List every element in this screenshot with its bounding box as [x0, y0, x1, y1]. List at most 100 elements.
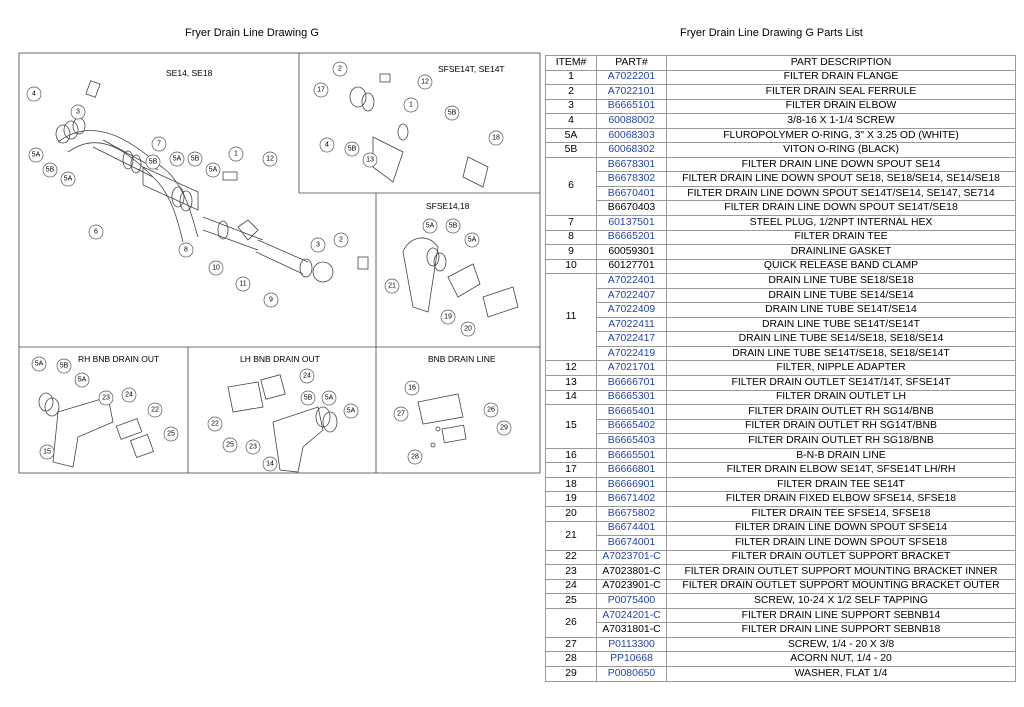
callout-number: 25: [167, 431, 175, 438]
parts-list-table: ITEM# PART# PART DESCRIPTION 1 A7022201 FI…: [545, 55, 1016, 682]
item-number: 5B: [545, 142, 597, 158]
item-number: 5A: [545, 127, 597, 144]
table-row: 22 A7023701-C FILTER DRAIN OUTLET SUPPORT …: [545, 549, 1016, 566]
item-number: 6: [545, 156, 597, 217]
callout-number: 5B: [304, 395, 313, 402]
callout-se14-0: 4: [26, 86, 42, 102]
item-number: 26: [545, 607, 597, 638]
callout-number: 5B: [191, 156, 200, 163]
part-number: A7022411: [596, 316, 667, 333]
callout-number: 5A: [78, 377, 87, 384]
table-row: A7022419 DRAIN LINE TUBE SE14T/SE18, SE18…: [546, 345, 1016, 362]
table-row: A7022417 DRAIN LINE TUBE SE14/SE18, SE18/…: [546, 331, 1016, 347]
part-number: B6678302: [596, 171, 667, 187]
panel-label-sfse1418: SFSE14,18: [426, 201, 470, 211]
table-row: 27 P0113300 SCREW, 1/4 - 20 X 3/8: [545, 636, 1016, 653]
part-description: FILTER DRAIN LINE DOWN SPOUT SFSE14: [666, 520, 1016, 537]
part-description: FILTER DRAIN LINE DOWN SPOUT SE14T/SE18: [666, 200, 1016, 217]
part-number: B6665403: [596, 433, 667, 449]
item-number: 20: [545, 505, 597, 522]
part-number: B6670401: [596, 185, 667, 202]
part-number: B6671402: [596, 491, 667, 507]
part-number: A7023701-C: [596, 549, 667, 566]
item-number: 2: [545, 84, 597, 100]
part-description: FILTER DRAIN OUTLET SUPPORT MOUNTING BRA…: [666, 564, 1016, 580]
item-number: 10: [545, 258, 597, 275]
callout-bnb-4: 28: [407, 449, 423, 465]
callout-number: 1: [234, 151, 238, 158]
callout-number: 5A: [173, 156, 182, 163]
rh-bnb-assembly-sketch: [38, 392, 155, 468]
callout-number: 25: [226, 442, 234, 449]
table-row: B6670403 FILTER DRAIN LINE DOWN SPOUT SE1…: [546, 200, 1016, 217]
part-number: B6666701: [596, 375, 667, 391]
item-number: 16: [545, 447, 597, 464]
callout-number: 26: [487, 407, 495, 414]
part-number: 60068303: [596, 127, 667, 144]
table-row: 25 P0075400 SCREW, 10-24 X 1/2 SELF TAPPIN…: [545, 593, 1016, 609]
item-number: 18: [545, 476, 597, 493]
callout-number: 5A: [468, 237, 477, 244]
callout-se14-6: 5B: [145, 154, 161, 170]
callout-number: 5B: [348, 146, 357, 153]
item-number: 24: [545, 578, 597, 595]
item-number: 11: [545, 273, 597, 362]
callout-number: 8: [184, 247, 188, 254]
callout-sfse14t-0: 2: [332, 61, 348, 77]
callout-number: 19: [444, 314, 452, 321]
part-description: FILTER DRAIN OUTLET LH: [666, 389, 1016, 406]
callout-number: 23: [249, 444, 257, 451]
part-description: FILTER DRAIN OUTLET RH SG18/BNB: [666, 433, 1016, 449]
callout-se14-3: 5A: [60, 171, 76, 187]
part-description: FLUROPOLYMER O-RING, 3" X 3.25 OD (WHITE…: [666, 127, 1016, 144]
part-description: DRAIN LINE TUBE SE14T/SE14T: [666, 316, 1016, 333]
callout-number: 14: [266, 461, 274, 468]
callout-number: 5A: [209, 167, 218, 174]
item-number: 7: [545, 215, 597, 231]
part-number: A7022401: [596, 273, 667, 289]
callout-number: 15: [43, 449, 51, 456]
part-description: FILTER DRAIN TEE SFSE14, SFSE18: [666, 505, 1016, 522]
callout-sfse14t-3: 1: [403, 97, 419, 113]
callout-se14-9: 5B: [187, 151, 203, 167]
callout-sfse1418-0: 5A: [422, 218, 438, 234]
callout-se14-4: 3: [70, 104, 86, 120]
table-row: 4 60088002 3/8-16 X 1-1/4 SCREW: [545, 113, 1016, 129]
part-number: P0080650: [596, 665, 667, 682]
item-number: 12: [545, 360, 597, 377]
callout-number: 24: [125, 392, 133, 399]
table-row: 19 B6671402 FILTER DRAIN FIXED ELBOW SFSE1…: [545, 491, 1016, 507]
part-number: 60088002: [596, 113, 667, 129]
part-description: FILTER DRAIN TEE: [666, 229, 1016, 246]
part-number: P0075400: [596, 593, 667, 609]
callout-se14-18: 2: [333, 232, 349, 248]
callout-number: 7: [157, 141, 161, 148]
table-row: 14 B6665301 FILTER DRAIN OUTLET LH: [545, 389, 1016, 406]
callout-rh-7: 15: [39, 444, 55, 460]
col-header-description: PART DESCRIPTION: [666, 55, 1016, 71]
callout-number: 5A: [64, 176, 73, 183]
table-row: 24 A7023901-C FILTER DRAIN OUTLET SUPPORT …: [545, 578, 1016, 595]
callout-number: 29: [500, 425, 508, 432]
callout-number: 5B: [449, 223, 458, 230]
part-number: B6665301: [596, 389, 667, 406]
callout-se14-5: 6: [88, 224, 104, 240]
callout-number: 5A: [325, 395, 334, 402]
callout-number: 23: [102, 395, 110, 402]
part-description: FILTER DRAIN OUTLET SUPPORT BRACKET: [666, 549, 1016, 566]
table-row: 6 B6678301 FILTER DRAIN LINE DOWN SPOUT SE…: [545, 156, 1016, 217]
callout-sfse1418-2: 5A: [464, 232, 480, 248]
callout-number: 9: [269, 297, 273, 304]
part-number: A7022101: [596, 84, 667, 100]
part-description: DRAIN LINE TUBE SE14/SE18, SE18/SE14: [666, 331, 1016, 347]
table-row: 20 B6675802 FILTER DRAIN TEE SFSE14, SFSE1…: [545, 505, 1016, 522]
item-number: 29: [545, 665, 597, 682]
callout-number: 5B: [149, 159, 158, 166]
part-number: A7031801-C: [596, 622, 667, 638]
callout-se14-10: 5A: [205, 162, 221, 178]
callout-lh-0: 24: [299, 368, 315, 384]
panel-label-sfse14t: SFSE14T, SE14T: [438, 64, 505, 74]
part-number: A7023801-C: [596, 564, 667, 580]
part-number: B6665402: [596, 418, 667, 435]
